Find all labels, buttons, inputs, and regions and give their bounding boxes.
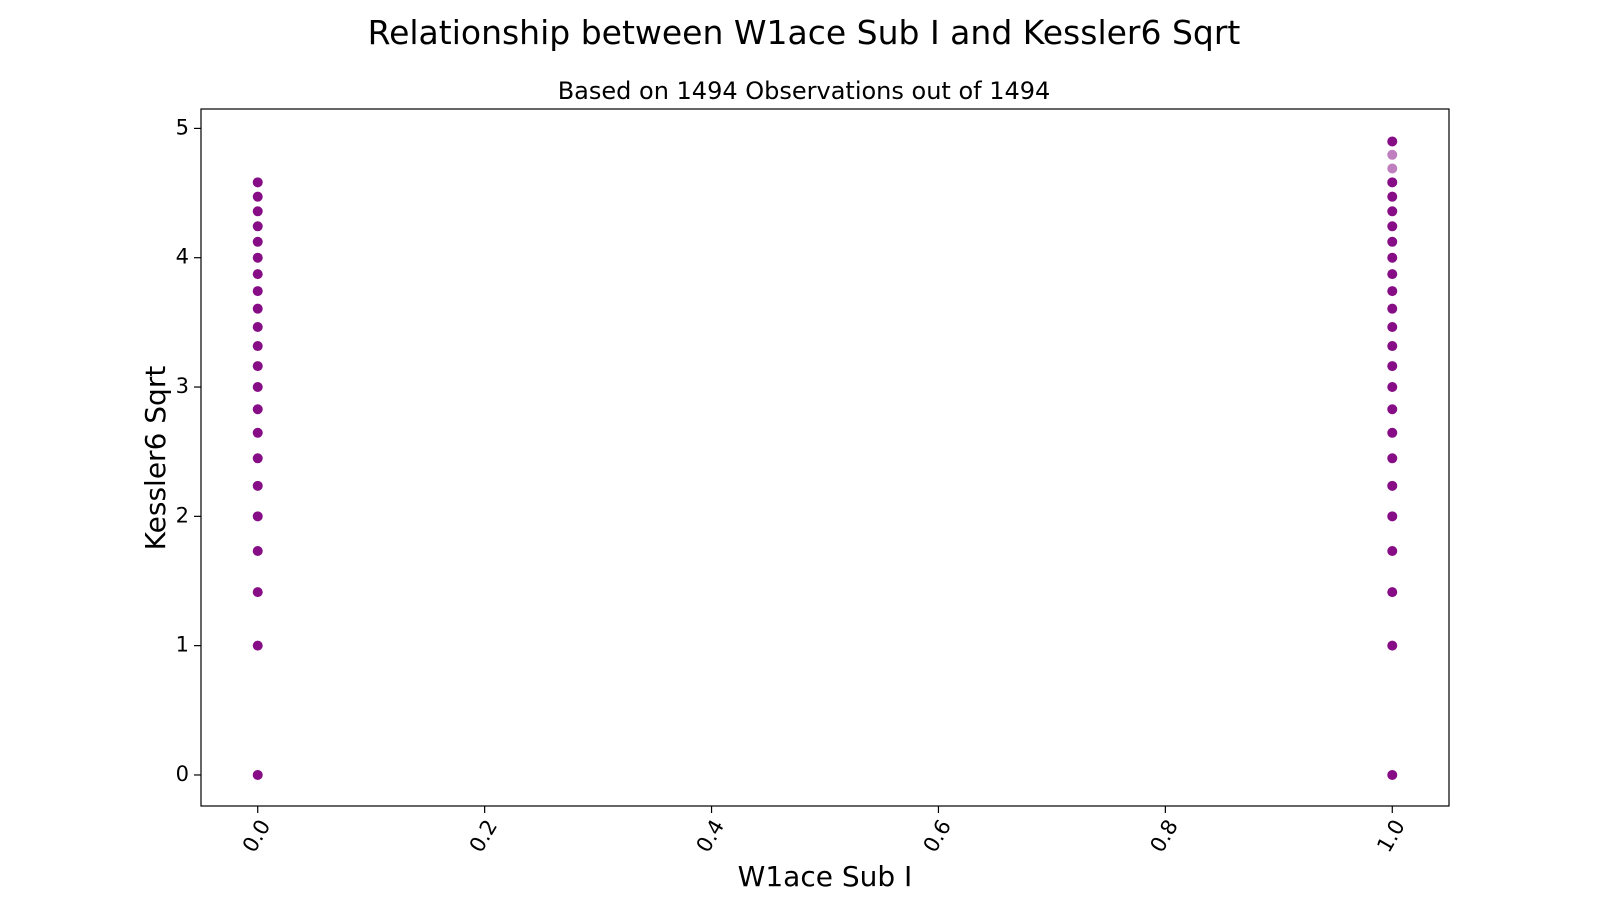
y-tick-label: 4	[176, 245, 189, 269]
data-point	[1387, 252, 1398, 263]
data-point	[252, 341, 263, 352]
x-tick-label: 1.0	[1372, 816, 1409, 857]
data-point	[1387, 427, 1398, 438]
data-point	[252, 453, 263, 464]
data-point	[1387, 511, 1398, 522]
data-point	[252, 587, 263, 598]
chart-title: Relationship between W1ace Sub I and Kes…	[368, 13, 1241, 52]
data-points	[252, 136, 1398, 780]
data-point	[252, 480, 263, 491]
x-tick-label: 0.0	[238, 816, 275, 857]
data-point	[1387, 236, 1398, 247]
y-tick-label: 5	[176, 115, 189, 139]
data-point	[1387, 640, 1398, 651]
data-point	[252, 286, 263, 297]
data-point	[1387, 136, 1398, 147]
data-point	[252, 177, 263, 188]
data-point	[1387, 587, 1398, 598]
data-point	[252, 769, 263, 780]
x-axis-label: W1ace Sub I	[738, 860, 913, 893]
data-point	[1387, 382, 1398, 393]
data-point	[1387, 361, 1398, 372]
data-point	[252, 303, 263, 314]
data-point	[1387, 404, 1398, 415]
data-point	[1387, 545, 1398, 556]
data-point	[252, 404, 263, 415]
x-axis: 0.0 0.2 0.4 0.6 0.8 1.0	[238, 806, 1410, 856]
data-point	[1387, 163, 1398, 174]
x-tick-label: 0.6	[918, 816, 955, 857]
data-point	[1387, 286, 1398, 297]
chart-subtitle: Based on 1494 Observations out of 1494	[558, 77, 1051, 105]
y-tick-label: 3	[176, 374, 189, 398]
y-axis: 0 1 2 3 4 5	[176, 115, 201, 786]
data-point	[1387, 453, 1398, 464]
data-point	[252, 252, 263, 263]
data-point	[1387, 206, 1398, 217]
y-tick-label: 1	[176, 633, 189, 657]
y-axis-label: Kessler6 Sqrt	[139, 366, 172, 551]
x-tick-label: 0.8	[1145, 816, 1182, 857]
y-tick-label: 2	[176, 503, 189, 527]
data-point	[252, 361, 263, 372]
data-point	[1387, 149, 1398, 160]
data-point	[1387, 269, 1398, 280]
data-point	[252, 427, 263, 438]
x-tick-label: 0.2	[465, 816, 502, 857]
data-point	[252, 511, 263, 522]
data-point	[252, 236, 263, 247]
x-tick-label: 0.4	[692, 816, 729, 857]
data-point	[252, 382, 263, 393]
data-point	[1387, 191, 1398, 202]
data-point	[1387, 303, 1398, 314]
data-point	[1387, 221, 1398, 232]
data-point	[252, 191, 263, 202]
data-point	[252, 269, 263, 280]
y-tick-label: 0	[176, 762, 189, 786]
data-point	[252, 322, 263, 333]
data-point	[252, 640, 263, 651]
data-point	[1387, 480, 1398, 491]
data-point	[252, 545, 263, 556]
data-point	[1387, 322, 1398, 333]
plot-frame	[200, 108, 1450, 807]
data-point	[252, 221, 263, 232]
data-point	[252, 206, 263, 217]
data-point	[1387, 177, 1398, 188]
data-point	[1387, 341, 1398, 352]
data-point	[1387, 769, 1398, 780]
